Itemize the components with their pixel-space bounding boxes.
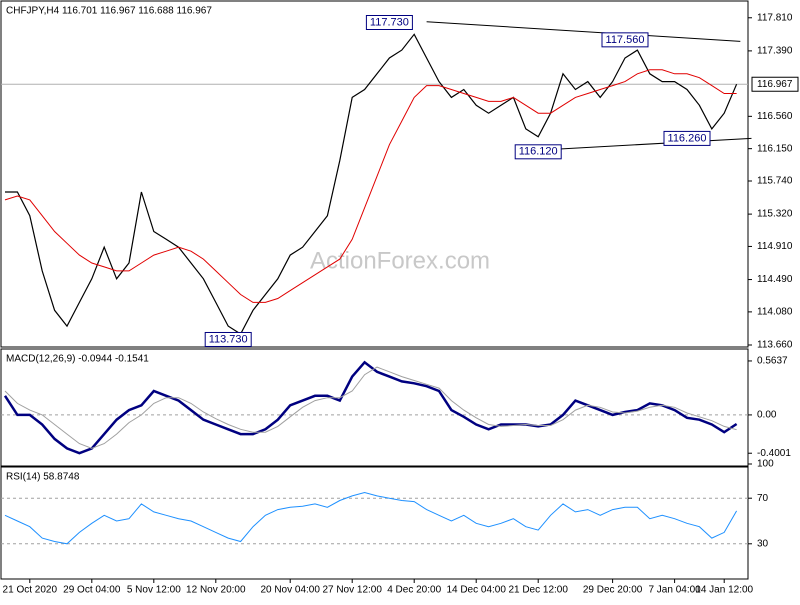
y-tick-label: 116.150: [757, 143, 793, 154]
annotation-label: 116.120: [519, 146, 558, 158]
panel-frame: [0, 0, 749, 348]
annotation-box: [663, 130, 711, 146]
x-tick-label: 14 Dec 04:00: [446, 585, 506, 596]
series-line: [4, 491, 738, 545]
x-tick-label: 21 Dec 12:00: [508, 585, 568, 596]
series-line: [4, 69, 737, 303]
y-tick-label: 115.320: [757, 209, 793, 220]
annotation-label: 116.260: [668, 132, 707, 144]
series-line: [5, 33, 738, 335]
x-tick-label: 4 Dec 20:00: [387, 585, 441, 596]
y-tick-label: 117.390: [757, 46, 793, 57]
x-tick-label: 7 Jan 04:00: [648, 585, 701, 596]
y-tick-label: 117.810: [757, 12, 793, 23]
y-tick-label: 114.910: [757, 241, 793, 252]
series-line: [4, 366, 737, 449]
panel-title: MACD(12,26,9) -0.0944 -0.1541: [6, 354, 149, 365]
annotation-box: [514, 144, 562, 160]
y-tick-label: 100: [757, 459, 774, 470]
annotation-box: [601, 32, 649, 48]
y-tick-label: 116.560: [757, 111, 793, 122]
last-price-box: [751, 76, 799, 92]
x-tick-label: 29 Oct 04:00: [63, 585, 121, 596]
y-tick-label: -0.4001: [757, 448, 791, 459]
y-tick-label: 70: [757, 493, 769, 504]
annotation-box: [365, 15, 413, 31]
trendline: [426, 21, 741, 42]
y-tick-label: 114.080: [757, 307, 793, 318]
panel-frame: [0, 466, 749, 580]
y-tick-label: 0.00: [757, 410, 777, 421]
x-tick-label: 27 Nov 12:00: [322, 585, 382, 596]
x-tick-label: 20 Nov 04:00: [260, 585, 320, 596]
x-tick-label: 5 Nov 12:00: [127, 585, 181, 596]
annotation-label: 117.730: [370, 16, 409, 28]
panel-title: RSI(14) 58.8748: [6, 472, 80, 483]
y-tick-label: 113.660: [757, 340, 793, 351]
annotation-box: [204, 331, 252, 347]
annotation-label: 113.730: [209, 333, 248, 345]
series-line: [3, 360, 738, 455]
x-tick-label: 29 Dec 20:00: [583, 585, 643, 596]
y-tick-label: 115.740: [757, 176, 793, 187]
y-tick-label: 114.490: [757, 274, 793, 285]
last-price-label: 116.967: [757, 79, 793, 90]
x-tick-label: 21 Oct 2020: [3, 585, 58, 596]
trendline: [550, 137, 752, 150]
y-tick-label: 0.5637: [757, 356, 788, 367]
panel-title: CHFJPY,H4 116.701 116.967 116.688 116.96…: [6, 6, 212, 17]
y-tick-label: 30: [757, 538, 769, 549]
x-tick-label: 12 Nov 20:00: [186, 585, 246, 596]
panel-frame: [0, 348, 749, 467]
annotation-label: 117.560: [606, 34, 645, 46]
watermark: ActionForex.com: [310, 247, 490, 274]
x-tick-label: 14 Jan 12:00: [695, 585, 753, 596]
